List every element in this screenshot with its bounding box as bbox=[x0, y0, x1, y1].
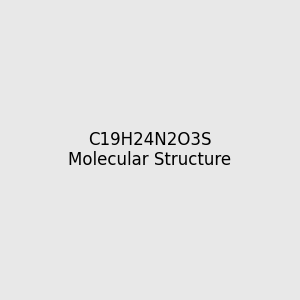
Text: C19H24N2O3S
Molecular Structure: C19H24N2O3S Molecular Structure bbox=[68, 130, 232, 170]
